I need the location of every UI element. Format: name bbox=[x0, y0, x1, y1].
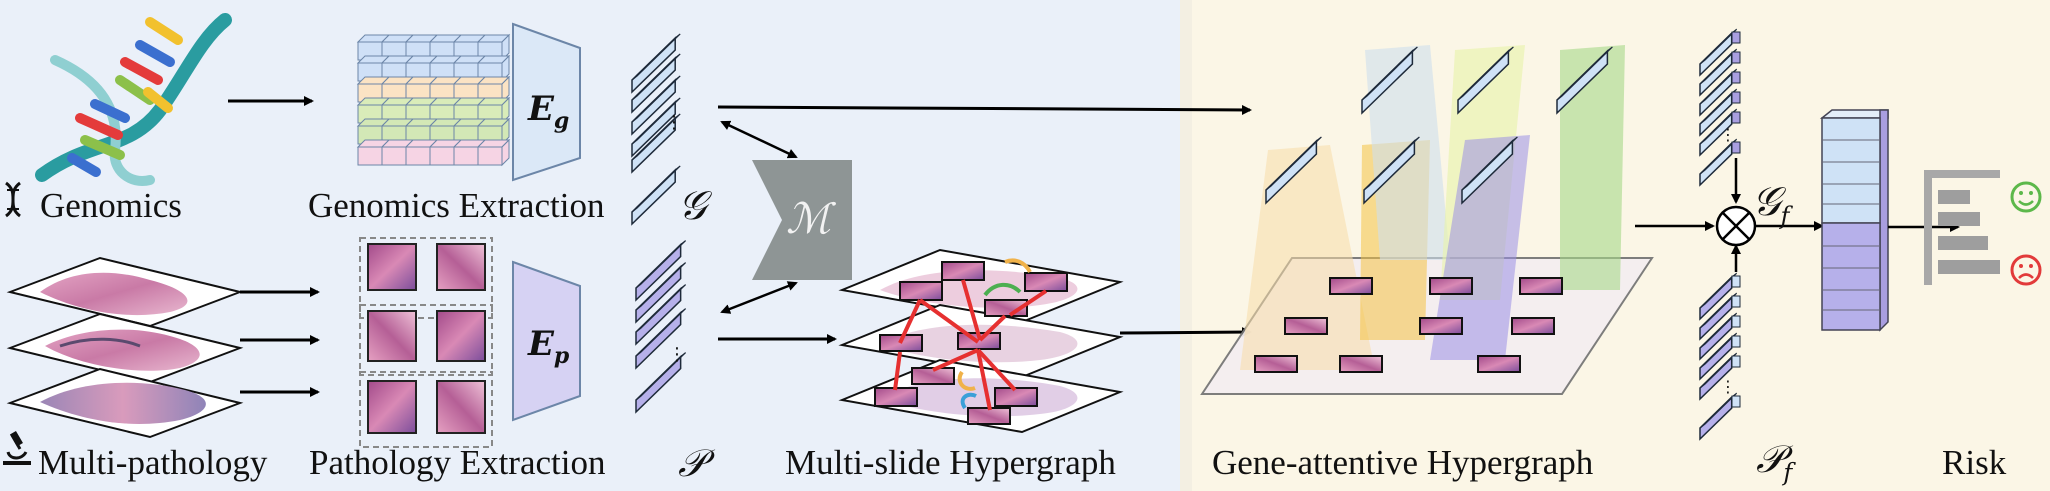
gene-attentive-bar bbox=[1457, 46, 1514, 115]
fused-genomic-bar bbox=[1699, 48, 1741, 97]
genomic-table-cell bbox=[477, 146, 503, 166]
genomic-embedding-stack: ⋮ bbox=[631, 33, 683, 226]
genomic-table-cell-side bbox=[501, 96, 510, 125]
fused-pathology-ellipsis: ⋮ bbox=[1720, 377, 1736, 396]
genomic-table-cell-side bbox=[501, 138, 510, 167]
genomics-label: Genomics bbox=[40, 186, 182, 225]
genomic-feature-table bbox=[356, 33, 511, 167]
gene-attentive-hypergraph-label: Gene-attentive Hypergraph bbox=[1212, 443, 1594, 482]
pathology-embedding-bar bbox=[635, 262, 687, 324]
fused-feature-vector bbox=[1819, 109, 1889, 332]
multi-slide-hypergraph bbox=[838, 248, 1124, 434]
pathology-extraction-label: Pathology Extraction bbox=[309, 443, 606, 482]
pathology-encoder-symbol: Ep bbox=[528, 324, 570, 369]
pathology-encoder bbox=[512, 260, 581, 422]
kronecker-product-icon bbox=[1715, 205, 1757, 247]
genomic-embedding-bar bbox=[631, 97, 681, 158]
arrow-g-to-fusion bbox=[720, 120, 798, 159]
gene-attentive-bar bbox=[1265, 136, 1322, 205]
genomic-encoder bbox=[512, 22, 581, 182]
fused-pathology-bar bbox=[1699, 352, 1741, 401]
genomic-embedding-bar bbox=[631, 75, 681, 136]
frown-face-icon bbox=[2010, 254, 2042, 286]
microscope-icon bbox=[3, 430, 31, 465]
pathology-embedding-bar bbox=[635, 240, 687, 302]
panel-divider bbox=[1180, 0, 1192, 491]
fused-pathology-bar bbox=[1699, 392, 1741, 441]
fused-genomic-bar bbox=[1699, 68, 1741, 117]
fused-pathology-stack: ⋮ bbox=[1699, 272, 1741, 441]
fused-genomic-ellipsis: ⋮ bbox=[1720, 125, 1736, 144]
pathology-symbol: 𝒫 bbox=[678, 441, 706, 485]
fused-genomic-bar bbox=[1699, 28, 1741, 77]
genomics-extraction-label: Genomics Extraction bbox=[308, 186, 605, 225]
fused-pathology-bar bbox=[1699, 312, 1741, 361]
genomic-table-cell bbox=[405, 146, 431, 166]
fused-genomic-bar bbox=[1699, 88, 1741, 137]
gene-attentive-bar bbox=[1361, 46, 1418, 115]
genomic-table-cell bbox=[357, 146, 383, 166]
genomic-embedding-bar bbox=[631, 33, 681, 94]
genomic-table-cell-side bbox=[501, 75, 510, 104]
genomic-embedding-bar bbox=[631, 113, 681, 174]
dna-icon bbox=[5, 181, 21, 218]
pathology-embedding-bar bbox=[635, 352, 687, 414]
genomic-table-cell-side bbox=[501, 33, 510, 62]
genomic-embedding-bar bbox=[631, 53, 681, 114]
fused-genomic-symbol: 𝒢f bbox=[1752, 179, 1790, 230]
gene-attentive-bar bbox=[1461, 136, 1518, 205]
fusion-module bbox=[752, 160, 852, 280]
fused-pathology-bar bbox=[1699, 332, 1741, 381]
risk-ranking-glyph bbox=[1924, 170, 2000, 285]
fused-pathology-bar bbox=[1699, 292, 1741, 341]
dna-helix-illustration bbox=[35, 13, 232, 186]
arrow-multislide-to-gene-attentive bbox=[1119, 327, 1252, 338]
fused-genomic-stack: ⋮ bbox=[1699, 28, 1741, 187]
fused-genomic-bar bbox=[1699, 138, 1741, 187]
pathology-embedding-bar bbox=[635, 308, 687, 370]
pathology-ellipsis: ⋮ bbox=[668, 344, 686, 365]
genomic-embedding-bar bbox=[631, 165, 681, 226]
genomic-encoder-symbol: Eg bbox=[528, 89, 570, 134]
arrow-p-to-fusion bbox=[720, 281, 798, 314]
fused-pathology-bar bbox=[1699, 272, 1741, 321]
fused-genomic-bar bbox=[1699, 108, 1741, 157]
genomic-ellipsis: ⋮ bbox=[665, 112, 683, 133]
pathology-embedding-stack: ⋮ bbox=[635, 240, 687, 414]
multi-pathology-label: Multi-pathology bbox=[38, 443, 268, 482]
genomic-table-cell bbox=[381, 146, 407, 166]
genomic-table-cell-side bbox=[501, 117, 510, 146]
genomic-symbol: 𝒢 bbox=[678, 183, 707, 229]
multi-slide-hypergraph-label: Multi-slide Hypergraph bbox=[785, 443, 1116, 482]
fusion-symbol: ℳ bbox=[786, 194, 831, 243]
gene-attentive-gene-bars bbox=[1265, 46, 1613, 205]
genomic-table-cell bbox=[429, 146, 455, 166]
genomic-table-cell-side bbox=[501, 54, 510, 83]
gene-attentive-bar bbox=[1363, 136, 1420, 205]
smile-face-icon bbox=[2010, 181, 2042, 213]
arrow-g-to-gene-attentive bbox=[717, 104, 1252, 115]
pathology-patches-grid bbox=[359, 237, 493, 448]
pathology-slides-stack bbox=[6, 256, 244, 439]
fused-pathology-symbol: 𝒫f bbox=[1756, 437, 1793, 487]
risk-label: Risk bbox=[1942, 443, 2007, 482]
genomic-table-cell bbox=[453, 146, 479, 166]
gene-attentive-bar bbox=[1556, 46, 1613, 115]
pathology-embedding-bar bbox=[635, 284, 687, 346]
